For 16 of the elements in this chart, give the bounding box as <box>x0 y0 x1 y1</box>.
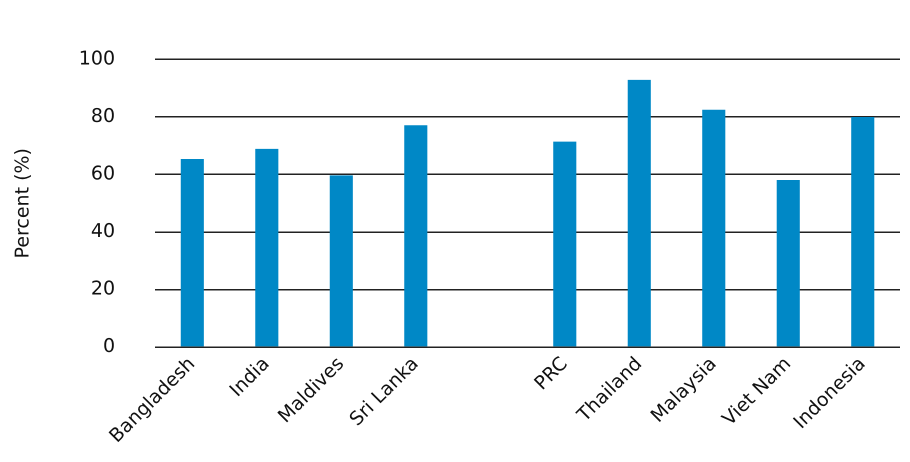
y-tick-label: 40 <box>90 220 116 242</box>
bar <box>702 110 726 346</box>
bar <box>553 142 576 346</box>
bar <box>330 175 353 346</box>
y-axis-title: Percent (%) <box>11 148 34 258</box>
bar <box>628 80 651 346</box>
bar <box>404 125 428 346</box>
y-tick-label: 0 <box>102 335 116 358</box>
bar <box>776 180 800 346</box>
y-tick-label: 80 <box>90 104 116 127</box>
bar <box>180 158 204 346</box>
y-tick-label: 100 <box>78 47 116 70</box>
bar <box>255 148 278 346</box>
y-tick-label: 20 <box>90 278 116 300</box>
bar <box>851 116 874 346</box>
y-tick-label: 60 <box>90 162 116 184</box>
